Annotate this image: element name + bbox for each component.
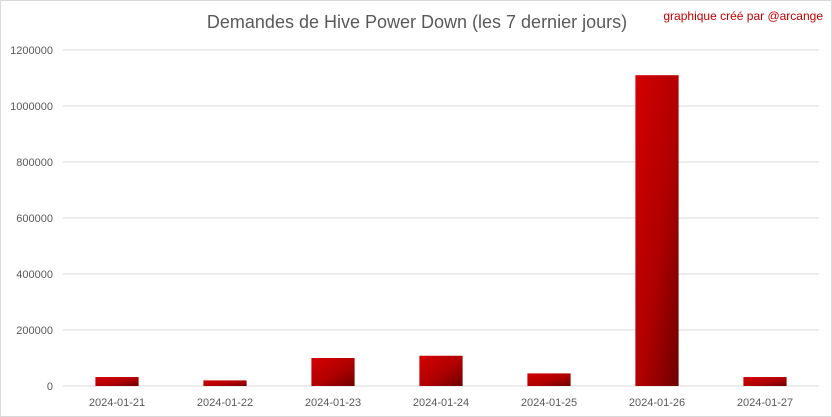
y-tick-label: 1000000: [10, 101, 53, 113]
y-tick-label: 200000: [16, 325, 53, 337]
chart-credit: graphique créé par @arcange: [663, 9, 823, 23]
x-tick-label: 2024-01-23: [305, 397, 361, 409]
x-tick-label: 2024-01-27: [737, 397, 793, 409]
bar-2024-01-27: [743, 377, 787, 386]
y-tick-label: 600000: [16, 213, 53, 225]
chart-title: Demandes de Hive Power Down (les 7 derni…: [206, 12, 628, 32]
y-tick-label: 400000: [16, 269, 53, 281]
bar-2024-01-22: [203, 380, 247, 386]
x-tick-label: 2024-01-22: [197, 397, 253, 409]
bar-2024-01-21: [95, 377, 139, 386]
bar-2024-01-24: [419, 355, 463, 386]
x-tick-label: 2024-01-26: [629, 397, 685, 409]
y-tick-label: 800000: [16, 157, 53, 169]
y-tick-label: 0: [47, 381, 53, 393]
x-tick-label: 2024-01-21: [89, 397, 145, 409]
x-tick-label: 2024-01-24: [413, 397, 469, 409]
bar-2024-01-26: [635, 75, 679, 386]
bar-2024-01-23: [311, 358, 355, 386]
y-tick-label: 1200000: [10, 45, 53, 57]
x-tick-label: 2024-01-25: [521, 397, 577, 409]
bar-2024-01-25: [527, 373, 571, 386]
